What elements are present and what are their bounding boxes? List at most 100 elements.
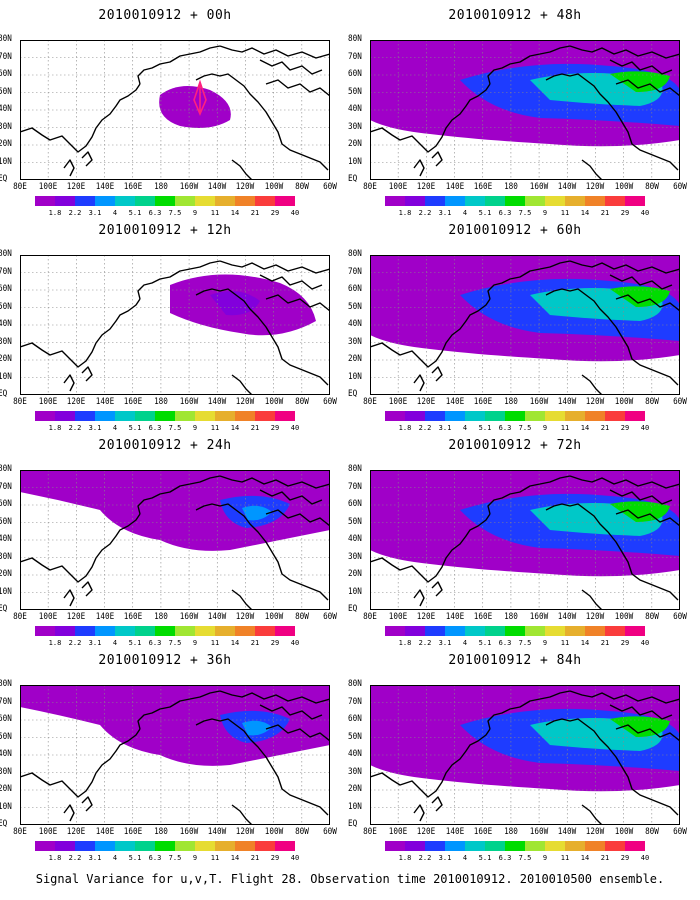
lon-tick-label: 100E [38,397,58,407]
lon-tick-label: 120W [586,612,605,622]
colorbar-label: 40 [640,639,650,647]
colorbar-label: 14 [230,209,240,217]
lon-tick-label: 160W [179,182,199,192]
colorbar-swatch-13 [625,626,645,636]
colorbar-swatch-1 [385,196,405,206]
coastline-4 [219,45,330,59]
colorbar-label: 21 [250,854,260,862]
colorbar-swatch-13 [275,411,295,421]
colorbar-label: 1.8 [48,209,62,217]
colorbar-swatch-3 [75,196,95,206]
colorbar-swatch-2 [55,411,75,421]
coastline-9 [581,804,603,825]
lat-tick-label: 40N [348,534,362,544]
lon-tick-label: 140E [95,612,114,622]
colorbar-swatch-9 [545,411,565,421]
colorbar-swatch-1 [35,411,55,421]
coastline-6 [81,151,93,167]
coastline-3 [195,73,329,171]
lat-tick-label: 20N [348,139,362,149]
colorbar-swatch-8 [525,196,545,206]
coastline-4 [569,45,680,59]
coastline-9 [231,589,253,610]
lon-tick-label: 80W [294,182,309,192]
coastlines [20,45,330,180]
lon-tick-label: 100E [388,397,408,407]
coastline-3 [195,718,329,816]
map-panel-5: 2010010912 + 24h 80N 70N 60N 50N 40N 30N 20N 10N… [0,430,337,647]
lat-tick-label: 10N [348,586,362,597]
colorbar-label: 29 [270,424,280,432]
lon-tick-label: 160W [529,827,549,837]
colorbar-label: 11 [210,639,220,647]
lon-tick-label: 140W [208,182,227,192]
colorbar-label: 29 [270,639,280,647]
colorbar-label: 21 [250,209,260,217]
colorbar-label: 11 [560,854,570,862]
shaded-region-3 [242,505,272,521]
colorbar-swatch-13 [625,411,645,421]
lon-tick-label: 60W [323,182,337,192]
coastline-4 [219,260,330,274]
panel-title: 2010010912 + 36h [98,653,232,668]
lon-tick-label: 100E [38,182,58,192]
colorbar [385,626,645,636]
colorbar-label: 6.3 [148,424,162,432]
lon-tick-label: 60W [673,827,687,837]
shaded-region-1 [159,86,231,128]
lat-tick-label: 30N [0,766,12,777]
colorbar-swatch-5 [115,626,135,636]
lon-tick-label: 60W [673,612,687,622]
colorbar-swatch-12 [255,411,275,421]
colorbar-swatch-5 [115,411,135,421]
colorbar-swatch-1 [35,196,55,206]
colorbar-label: 5.1 [478,639,492,647]
gridlines [20,255,330,395]
colorbar-label: 5.1 [478,424,492,432]
variance-map [370,40,680,180]
colorbar-label: 7.5 [168,209,182,217]
colorbar-swatch-10 [565,841,585,851]
colorbar-label: 6.3 [148,854,162,862]
lat-tick-label: EQ [0,174,8,184]
lat-tick-label: 30N [348,766,362,777]
lon-tick-label: 120W [586,827,605,837]
colorbar-label: 7.5 [518,854,532,862]
lon-tick-label: 80W [294,612,309,622]
shaded-region-1 [20,470,330,551]
colorbar-label: 11 [560,639,570,647]
lon-tick-label: 140W [208,612,227,622]
lon-tick-label: 80W [644,182,659,192]
colorbar-label: 4 [462,639,468,647]
lat-tick-label: 10N [0,586,12,597]
variance-shading [370,685,680,792]
lon-tick-label: 100W [614,397,633,407]
coastline-1 [370,83,491,153]
map-panel-6: 2010010912 + 72h 80N 70N 60N 50N 40N 30N 20N 10N… [348,430,687,647]
lat-tick-label: 80N [0,679,12,689]
panel-title: 2010010912 + 60h [448,223,582,238]
lon-tick-label: 160E [123,827,142,837]
colorbar-label: 21 [600,209,610,217]
lat-tick-label: 30N [0,121,12,132]
lat-tick-label: 70N [0,481,12,492]
coastline-2 [487,475,571,515]
coastline-9 [581,159,603,180]
shaded-region-4 [610,501,670,522]
lat-tick-label: 10N [0,371,12,382]
lon-tick-label: 80W [294,827,309,837]
coastline-8 [615,294,680,312]
colorbar-label: 9 [192,209,198,217]
colorbar-swatch-11 [585,841,605,851]
lat-tick-label: 60N [0,284,12,294]
colorbar-label: 9 [192,639,198,647]
colorbar-swatch-2 [405,196,425,206]
colorbar-label: 2.2 [68,639,82,647]
lon-tick-label: 120E [417,612,436,622]
colorbar-swatch-12 [255,841,275,851]
colorbar-label: 40 [290,854,300,862]
coastline-4 [219,690,330,704]
map-frame [370,40,680,180]
coastline-2 [487,260,571,300]
colorbar-swatch-13 [625,841,645,851]
